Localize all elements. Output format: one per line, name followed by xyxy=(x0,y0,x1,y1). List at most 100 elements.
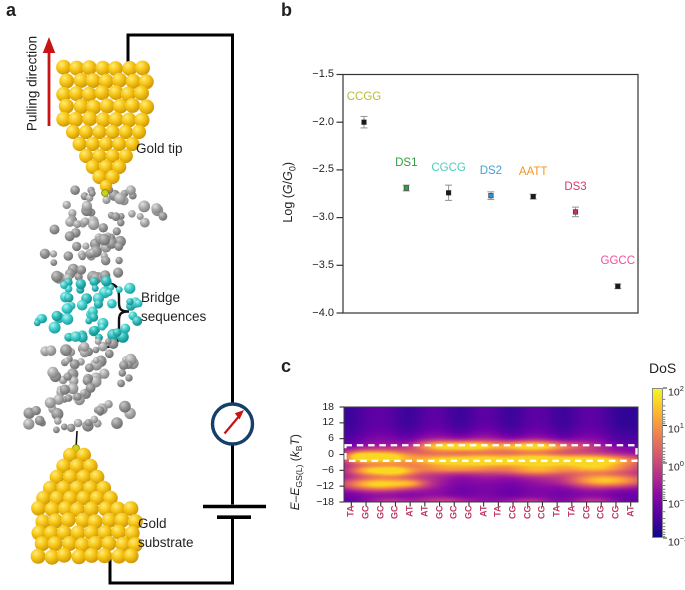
linker-atom xyxy=(101,189,109,197)
dna-atom xyxy=(84,419,93,427)
dna-atom xyxy=(94,274,101,282)
bridge-atom xyxy=(98,323,106,331)
dna-atom xyxy=(61,396,68,403)
dna-atom xyxy=(117,213,125,220)
bridge-atom xyxy=(54,312,65,324)
heatmap-y-tick-label: 0 xyxy=(328,448,334,460)
gold-atom xyxy=(49,490,65,506)
dna-atom xyxy=(71,228,81,238)
dna-atom xyxy=(92,357,100,364)
gold-atom xyxy=(123,548,139,564)
gold-atom xyxy=(44,501,60,517)
gold-atom xyxy=(112,98,128,114)
x-category-label-16: CG xyxy=(581,505,592,520)
gold-atom xyxy=(85,159,100,175)
gold-atom xyxy=(110,501,126,517)
dna-atom xyxy=(124,353,137,366)
dna-atom xyxy=(62,200,71,210)
dna-atom xyxy=(64,231,75,242)
dna-atom xyxy=(77,396,85,404)
point-label-CCGG: CCGG xyxy=(346,91,382,104)
bridge-atom xyxy=(89,277,99,287)
gold-atom xyxy=(123,501,139,517)
dna-atom xyxy=(114,192,126,205)
gold-atom xyxy=(63,447,78,463)
gold-atom xyxy=(72,136,87,152)
dna-atom xyxy=(74,272,83,281)
bridge-atom xyxy=(77,332,88,343)
gold-atom xyxy=(95,60,111,76)
dna-atom xyxy=(67,383,79,395)
bridge-atom xyxy=(60,281,68,289)
dna-atom xyxy=(49,400,56,408)
bridge-atom xyxy=(61,305,70,313)
dna-atom xyxy=(72,392,82,402)
gold-atom xyxy=(63,490,78,506)
bridge-atom xyxy=(75,278,87,290)
bridge-atom xyxy=(103,281,113,291)
dna-atom xyxy=(112,237,120,245)
x-category-label-6: GC xyxy=(434,505,445,520)
bridge-atom xyxy=(86,309,96,319)
gold-atom xyxy=(98,159,114,175)
substrate-label-line1: Gold xyxy=(138,516,167,531)
data-marker-DS2 xyxy=(488,193,494,199)
dna-atom xyxy=(48,404,57,414)
dna-atom xyxy=(128,210,136,218)
bridge-atom xyxy=(76,299,88,311)
dna-atom xyxy=(94,233,104,243)
x-category-label-18: CG xyxy=(610,505,621,520)
bridge-atom xyxy=(107,298,117,309)
gold-atom xyxy=(112,136,127,152)
colorbar-tick-label: 102 xyxy=(668,383,684,399)
dna-atom xyxy=(45,345,57,357)
bridge-atom xyxy=(48,321,61,334)
x-category-label-17: CG xyxy=(595,505,606,520)
point-label-CGCG: CGCG xyxy=(431,161,466,174)
gold-atom xyxy=(76,490,91,506)
panel-a-letter: a xyxy=(6,0,17,20)
dna-atom xyxy=(104,232,112,240)
gold-atom xyxy=(121,112,137,128)
dna-atom xyxy=(73,418,83,428)
dna-atom xyxy=(73,392,82,401)
dna-atom xyxy=(31,405,41,416)
dna-atom xyxy=(85,194,94,202)
gold-atom xyxy=(92,169,107,185)
data-marker-AATT xyxy=(530,194,536,200)
dna-atom xyxy=(94,338,102,345)
gold-atom xyxy=(108,85,124,101)
bridge-atom xyxy=(64,293,74,303)
dna-atom xyxy=(81,200,93,212)
x-category-label-5: AT xyxy=(419,505,430,517)
dna-atom xyxy=(56,385,64,393)
dna-atom xyxy=(85,249,95,259)
gold-atom xyxy=(42,480,58,496)
x-category-label-19: AT xyxy=(625,505,636,517)
dna-atom xyxy=(126,357,139,370)
dna-atom xyxy=(53,271,65,284)
pulling-direction-label: Pulling direction xyxy=(24,35,40,132)
dna-atom xyxy=(119,196,129,206)
dna-atom xyxy=(78,219,87,228)
gold-atom xyxy=(48,513,63,529)
gold-atom xyxy=(122,61,138,76)
bridge-atom xyxy=(117,331,129,343)
dna-atom xyxy=(108,338,119,349)
bridge-atom xyxy=(124,282,136,294)
gold-atom xyxy=(105,124,120,140)
dna-atom xyxy=(49,370,62,383)
gold-atom xyxy=(95,112,111,128)
dna-atom xyxy=(100,241,112,253)
dna-atom xyxy=(87,218,100,230)
colorbar-tick-label: 10−1 xyxy=(668,496,685,511)
gold-atom xyxy=(112,159,127,175)
dna-atom xyxy=(95,406,105,415)
dna-atom xyxy=(86,251,96,261)
gold-atom xyxy=(69,502,85,518)
bridge-atom xyxy=(91,284,99,292)
scatter-y-tick-label: −3.0 xyxy=(312,211,334,224)
dna-atom xyxy=(67,263,79,275)
gold-atom xyxy=(98,73,114,89)
